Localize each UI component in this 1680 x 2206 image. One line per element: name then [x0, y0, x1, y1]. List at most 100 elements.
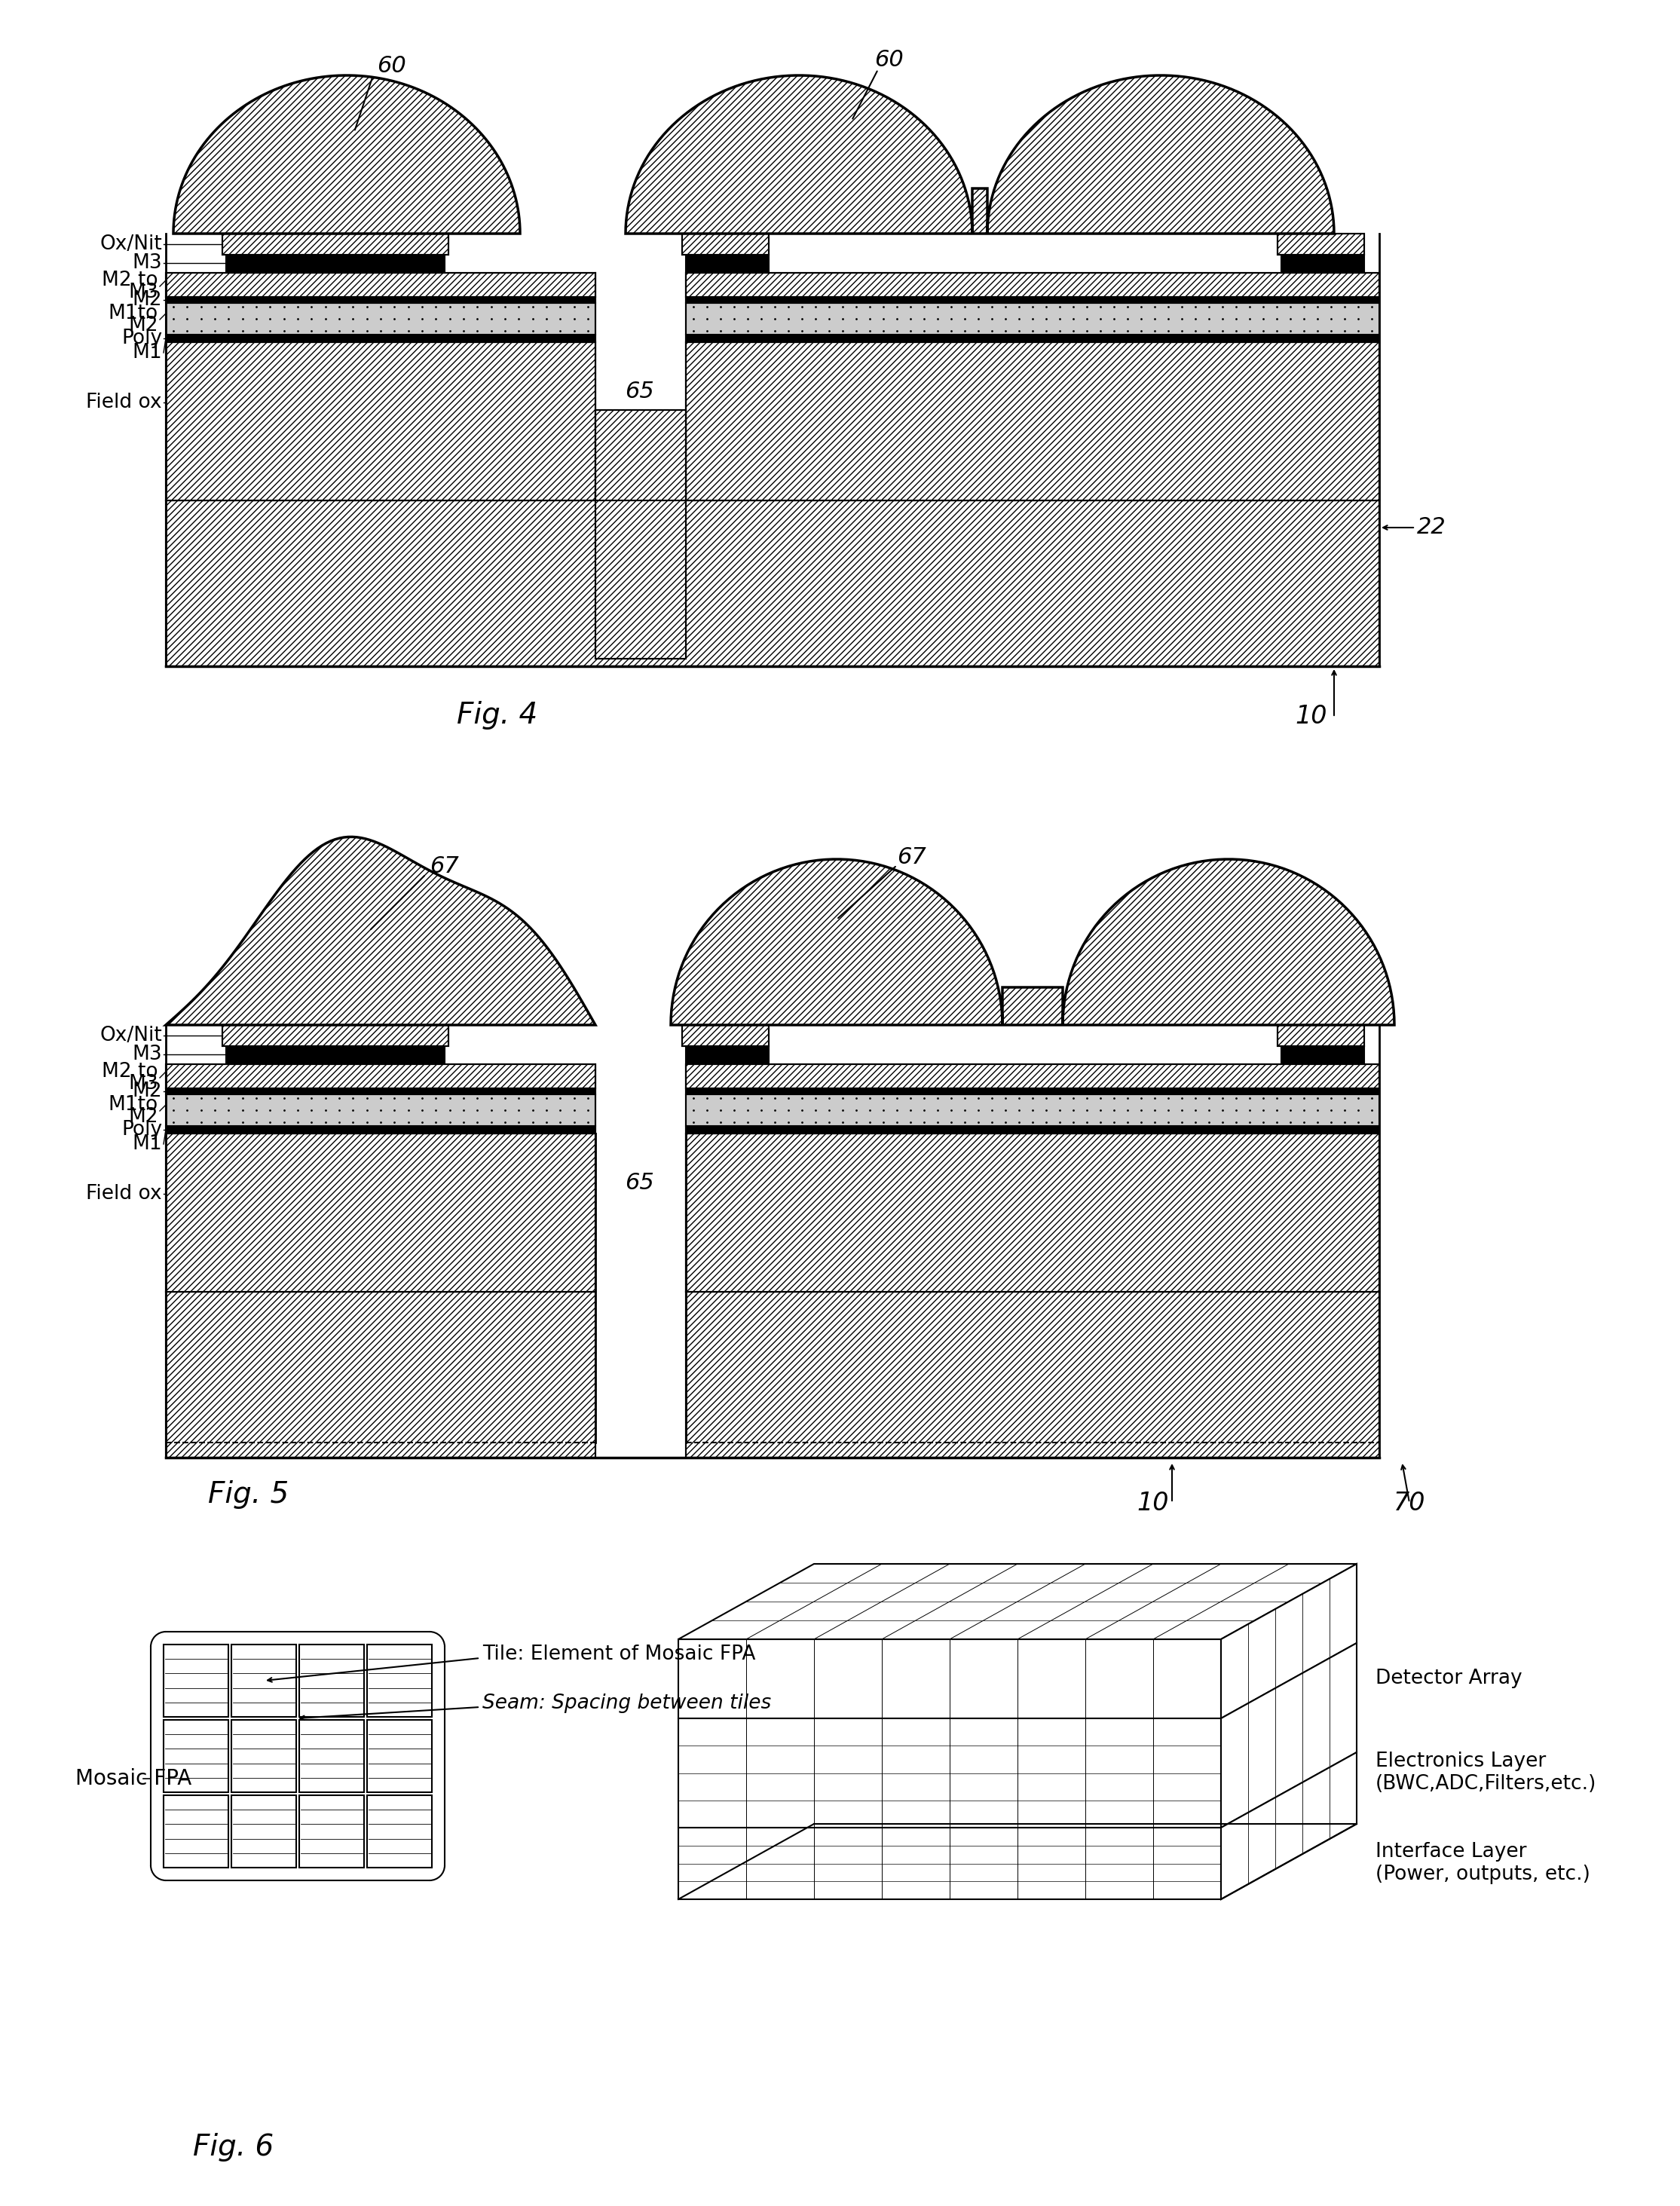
- Bar: [366, 1796, 432, 1868]
- Bar: [166, 1094, 595, 1125]
- Bar: [685, 302, 1379, 335]
- Bar: [166, 1063, 595, 1088]
- Text: M1: M1: [133, 342, 161, 362]
- Bar: [166, 342, 595, 501]
- Bar: [163, 1643, 228, 1716]
- Bar: [595, 492, 685, 660]
- Bar: [166, 1293, 595, 1458]
- Bar: [166, 1134, 595, 1293]
- Bar: [685, 298, 1379, 302]
- Bar: [595, 410, 685, 501]
- Bar: [685, 1094, 1379, 1125]
- Bar: [166, 501, 1379, 666]
- Text: 60: 60: [376, 55, 407, 77]
- Polygon shape: [173, 75, 521, 234]
- Bar: [366, 1721, 432, 1791]
- Bar: [232, 1721, 296, 1791]
- Bar: [366, 1643, 432, 1716]
- Bar: [166, 342, 595, 501]
- Text: M1to: M1to: [108, 1094, 158, 1114]
- Text: Fig. 5: Fig. 5: [208, 1480, 289, 1509]
- Bar: [166, 335, 595, 342]
- Bar: [1277, 1026, 1364, 1046]
- Bar: [166, 1063, 595, 1088]
- Text: M2 to: M2 to: [102, 1061, 158, 1081]
- Bar: [222, 234, 449, 254]
- Text: Mosaic FPA: Mosaic FPA: [76, 1769, 192, 1789]
- Bar: [1277, 234, 1364, 254]
- Bar: [222, 1026, 449, 1046]
- Bar: [685, 254, 769, 271]
- Bar: [166, 274, 595, 298]
- Bar: [1277, 1026, 1364, 1046]
- Bar: [685, 1046, 769, 1063]
- Bar: [166, 298, 595, 302]
- Text: M2: M2: [128, 1107, 158, 1127]
- Bar: [222, 1026, 449, 1046]
- Bar: [163, 1796, 228, 1868]
- Bar: [163, 1721, 228, 1791]
- Bar: [682, 234, 769, 254]
- Bar: [166, 501, 1379, 666]
- Bar: [1277, 1026, 1364, 1046]
- Bar: [1282, 254, 1364, 271]
- Bar: [227, 1046, 445, 1063]
- Bar: [679, 1718, 1221, 1827]
- Polygon shape: [1221, 1643, 1357, 1827]
- Bar: [299, 1796, 365, 1868]
- Bar: [166, 1063, 595, 1088]
- Bar: [685, 342, 1379, 501]
- Bar: [299, 1721, 365, 1791]
- Bar: [685, 1063, 1379, 1088]
- Text: Tile: Element of Mosaic FPA: Tile: Element of Mosaic FPA: [482, 1643, 756, 1663]
- Bar: [685, 342, 1379, 501]
- Text: Poly: Poly: [121, 1121, 161, 1141]
- Text: Fig. 4: Fig. 4: [457, 702, 538, 730]
- Bar: [682, 1026, 769, 1046]
- Bar: [679, 1639, 1221, 1718]
- Text: Detector Array: Detector Array: [1376, 1670, 1522, 1688]
- Text: 65: 65: [625, 1171, 654, 1193]
- Text: 70: 70: [1393, 1491, 1425, 1516]
- Bar: [682, 234, 769, 254]
- Polygon shape: [1221, 1564, 1357, 1718]
- Text: 10: 10: [1295, 704, 1327, 728]
- Bar: [682, 234, 769, 254]
- Text: 67: 67: [430, 856, 459, 878]
- Bar: [679, 1827, 1221, 1899]
- Bar: [166, 1134, 595, 1293]
- Bar: [166, 1134, 595, 1293]
- Bar: [166, 1088, 595, 1094]
- Bar: [685, 1063, 1379, 1088]
- Bar: [166, 274, 595, 298]
- Text: M1: M1: [133, 1134, 161, 1154]
- Text: Field ox: Field ox: [86, 1185, 161, 1204]
- Text: 67: 67: [897, 847, 926, 869]
- Text: Ox/Nit: Ox/Nit: [99, 234, 161, 254]
- Text: Fig. 6: Fig. 6: [193, 2133, 274, 2162]
- Text: Field ox: Field ox: [86, 393, 161, 413]
- Polygon shape: [625, 75, 1334, 234]
- Text: Seam: Spacing between tiles: Seam: Spacing between tiles: [482, 1694, 771, 1714]
- Text: M1to: M1to: [108, 304, 158, 324]
- Bar: [685, 342, 1379, 501]
- Bar: [685, 1293, 1379, 1458]
- Bar: [595, 410, 685, 501]
- Bar: [166, 274, 595, 298]
- Bar: [166, 342, 595, 501]
- Text: Ox/Nit: Ox/Nit: [99, 1026, 161, 1046]
- Bar: [299, 1643, 365, 1716]
- Text: 60: 60: [874, 49, 904, 71]
- Bar: [685, 1088, 1379, 1094]
- Bar: [166, 302, 595, 335]
- Bar: [685, 1293, 1379, 1458]
- Bar: [685, 1134, 1379, 1293]
- Bar: [595, 492, 685, 660]
- Bar: [222, 1026, 449, 1046]
- Bar: [685, 274, 1379, 298]
- Text: Interface Layer
(Power, outputs, etc.): Interface Layer (Power, outputs, etc.): [1376, 1842, 1591, 1884]
- Text: Poly: Poly: [121, 329, 161, 349]
- Bar: [166, 1293, 595, 1458]
- Text: M3: M3: [128, 1074, 158, 1094]
- Bar: [222, 234, 449, 254]
